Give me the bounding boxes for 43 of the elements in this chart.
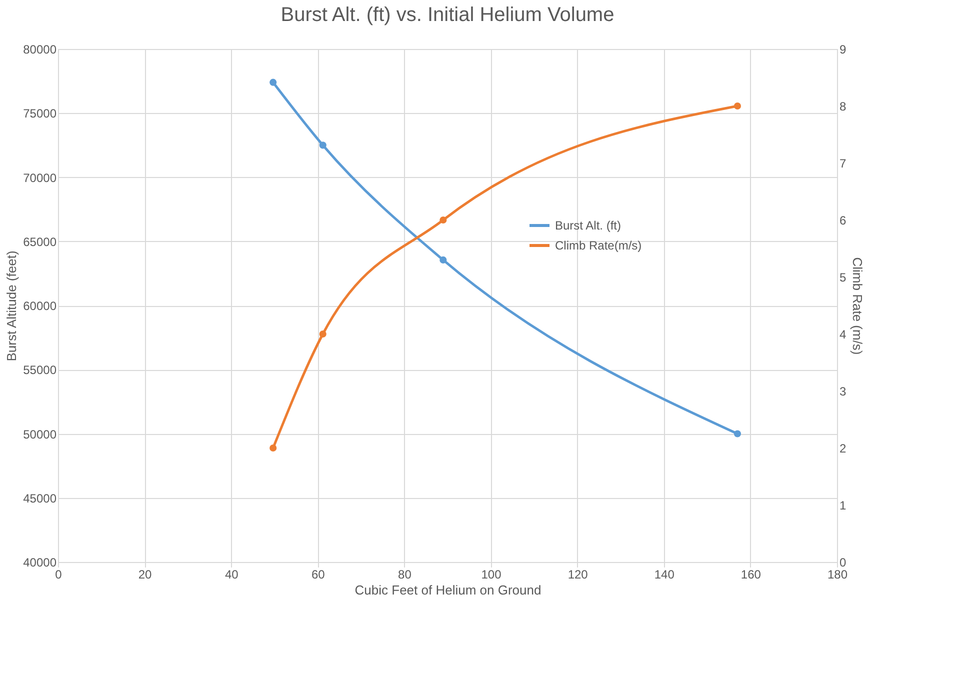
- point: [440, 216, 447, 224]
- chart-title: Burst Alt. (ft) vs. Initial Helium Volume: [280, 4, 614, 26]
- y-tick-label: 60000: [23, 299, 57, 313]
- y-tick-label: 50000: [23, 427, 57, 442]
- x-tick-label: 140: [654, 568, 675, 582]
- y-tick-label: 45000: [23, 491, 57, 506]
- y-axis-title: Burst Altitude (feet): [4, 250, 20, 362]
- y-tick-label: 55000: [23, 363, 57, 378]
- legend-label: Climb Rate(m/s): [555, 238, 642, 252]
- y2-tick-label: 8: [840, 100, 846, 114]
- y2-tick-label: 9: [840, 42, 846, 56]
- x-tick-label: 80: [398, 568, 412, 582]
- y-tick-label: 70000: [23, 170, 57, 185]
- x-tick-label: 40: [224, 568, 239, 582]
- point: [270, 78, 277, 86]
- legend-label: Burst Alt. (ft): [555, 218, 622, 232]
- y2-tick-label: 5: [840, 270, 846, 284]
- x-tick-label: 100: [481, 568, 502, 582]
- point: [319, 330, 326, 338]
- y2-axis-title: Climb Rate (m/s): [850, 257, 866, 355]
- point: [734, 430, 741, 438]
- point: [270, 444, 277, 452]
- y2-tick-label: 2: [840, 442, 846, 456]
- y2-tick-label: 7: [840, 156, 846, 170]
- x-tick-label: 180: [827, 568, 848, 582]
- y2-tick-label: 3: [840, 384, 846, 398]
- y-tick-label: 80000: [23, 42, 57, 56]
- point: [319, 142, 326, 149]
- x-tick-label: 120: [568, 568, 588, 582]
- x-tick-label: 160: [740, 568, 762, 582]
- point: [440, 256, 447, 264]
- y-tick-label: 75000: [23, 106, 57, 121]
- y-tick-label: 65000: [23, 234, 57, 249]
- y2-tick-label: 4: [840, 328, 846, 342]
- x-tick-label: 0: [55, 568, 62, 582]
- point: [734, 102, 741, 110]
- y-tick-label: 40000: [23, 556, 57, 570]
- x-tick-label: 60: [311, 568, 326, 582]
- x-axis-title: Cubic Feet of Helium on Ground: [354, 582, 542, 598]
- x-tick-label: 20: [138, 568, 152, 582]
- y2-tick-label: 1: [840, 498, 846, 512]
- y2-tick-label: 6: [840, 214, 846, 228]
- y2-tick-label: 0: [840, 556, 846, 570]
